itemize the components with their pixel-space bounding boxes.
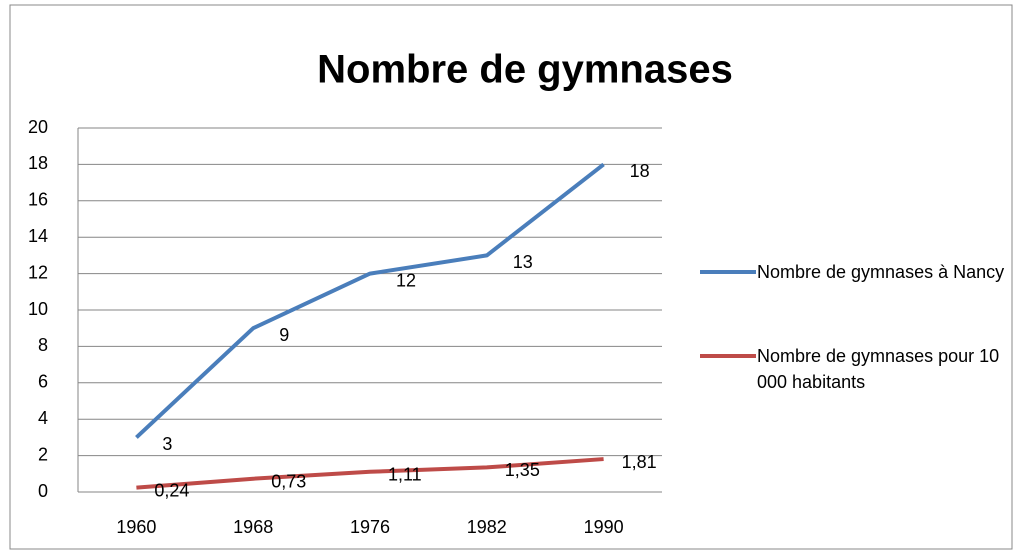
data-label: 0,73: [271, 471, 306, 491]
data-label: 13: [513, 252, 533, 272]
y-tick-label: 8: [38, 335, 48, 355]
x-tick-label: 1976: [350, 517, 390, 537]
series-line: [135, 162, 605, 439]
y-tick-label: 10: [28, 299, 48, 319]
legend-label: Nombre de gymnases à Nancy: [757, 262, 1005, 282]
data-label: 3: [162, 434, 172, 454]
x-tick-label: 1968: [233, 517, 273, 537]
y-tick-label: 6: [38, 372, 48, 392]
data-label: 18: [630, 161, 650, 181]
data-label: 12: [396, 270, 416, 290]
data-label: 9: [279, 325, 289, 345]
x-tick-label: 1990: [584, 517, 624, 537]
y-tick-label: 14: [28, 226, 48, 246]
x-tick-label: 1982: [467, 517, 507, 537]
data-label: 1,11: [388, 465, 422, 485]
x-tick-label: 1960: [116, 517, 156, 537]
data-label: 0,24: [154, 480, 189, 500]
y-tick-label: 20: [28, 117, 48, 137]
y-tick-label: 2: [38, 444, 48, 464]
y-tick-label: 16: [28, 190, 48, 210]
data-label: 1,35: [505, 460, 540, 480]
chart-border: [9, 4, 1013, 550]
chart-title: Nombre de gymnases: [317, 48, 733, 92]
series-line: [136, 457, 604, 490]
data-label: 1,81: [622, 452, 657, 472]
y-tick-label: 18: [28, 153, 48, 173]
y-tick-label: 4: [38, 408, 48, 428]
y-tick-label: 12: [28, 262, 48, 282]
legend-label: Nombre de gymnases pour 10 000 habitants: [757, 346, 1000, 392]
y-tick-label: 0: [38, 481, 48, 501]
